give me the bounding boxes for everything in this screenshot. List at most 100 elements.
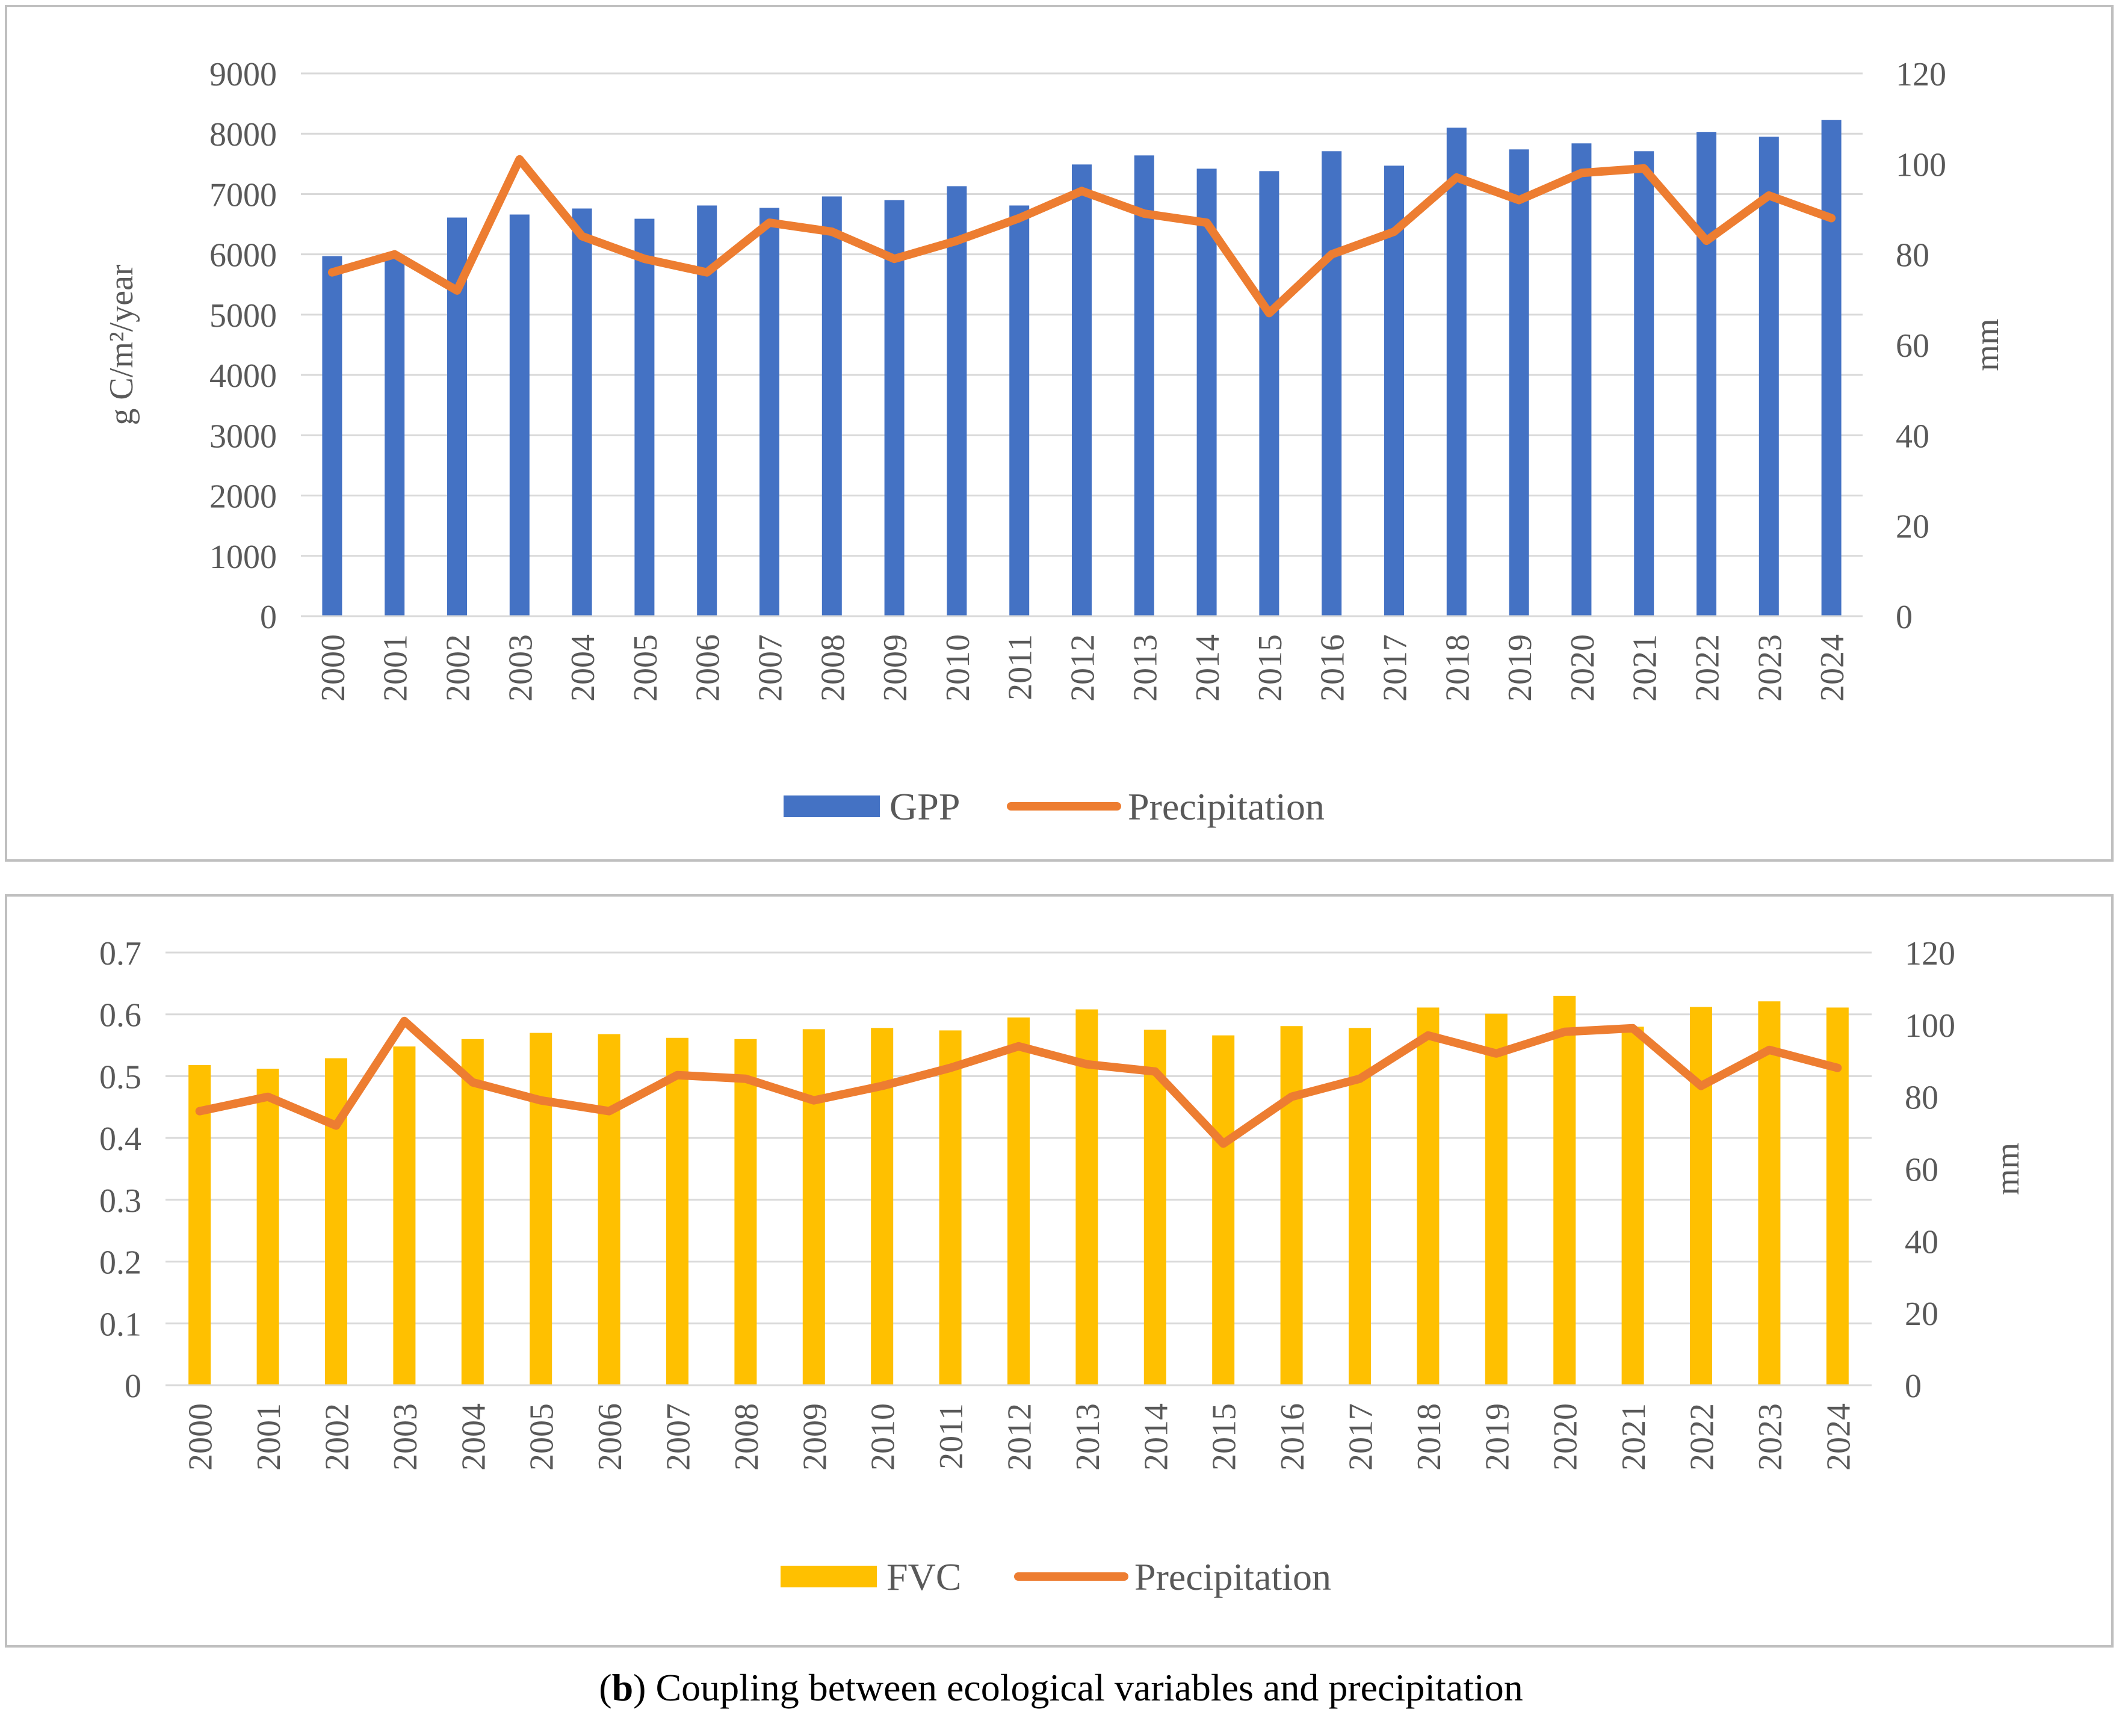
- y2-tick-label: 60: [1896, 327, 1929, 365]
- chart-2: 0 0.1 0.2 0.3 0.4 0.5 0.6 0.7 0 20 40 60 80 100 120 mm 2…: [5, 894, 2114, 1648]
- y-tick-label: 9000: [209, 56, 277, 93]
- y-axis-title: g C/m²/year: [103, 264, 140, 425]
- y-tick-label: 8000: [209, 116, 277, 153]
- bar-gpp-2014: [1196, 168, 1217, 617]
- x-tick-label: 2024: [1814, 634, 1851, 702]
- bar-gpp-2008: [821, 196, 842, 616]
- y-tick-label: 4000: [209, 357, 277, 395]
- bar-fvc-2013: [1075, 1009, 1098, 1385]
- y-tick-label: 7000: [209, 176, 277, 214]
- x-tick-label: 2018: [1411, 1403, 1448, 1471]
- bar-fvc-2018: [1417, 1007, 1440, 1385]
- bar-fvc-2003: [393, 1046, 416, 1385]
- x-tick-label: 2014: [1189, 634, 1226, 702]
- bar-fvc-2001: [256, 1069, 279, 1385]
- bar-fvc-2011: [939, 1030, 962, 1385]
- y-tick-label: 1000: [209, 539, 277, 576]
- bar-gpp-2003: [509, 214, 530, 616]
- x-tick-label: 2002: [440, 634, 477, 702]
- x-tick-label: 2011: [933, 1403, 970, 1469]
- x-tick-label: 2008: [814, 634, 852, 702]
- y-tick-label: 3000: [209, 418, 277, 455]
- x-tick-label: 2007: [660, 1403, 698, 1471]
- bar-fvc-2007: [666, 1037, 688, 1385]
- x-tick-label: 2013: [1069, 1403, 1107, 1471]
- legend-label-fvc: FVC: [886, 1555, 962, 1598]
- y-tick-label: 0.5: [99, 1058, 141, 1096]
- x-tick-label: 2002: [319, 1403, 356, 1471]
- caption-text: Coupling between ecological variables an…: [646, 1666, 1523, 1709]
- x-tick-label: 2000: [182, 1403, 220, 1471]
- y-tick-label: 0.3: [99, 1182, 141, 1220]
- bar-fvc-2014: [1143, 1030, 1166, 1385]
- y2-axis-title: mm: [1969, 318, 2006, 371]
- bar-gpp-2019: [1509, 149, 1529, 616]
- bar-fvc-2000: [188, 1064, 211, 1385]
- bar-gpp-2013: [1134, 155, 1154, 616]
- x-tick-label: 2010: [939, 634, 977, 702]
- x-tick-label: 2010: [865, 1403, 902, 1471]
- caption-label: b: [611, 1666, 634, 1709]
- x-tick-label: 2006: [592, 1403, 629, 1471]
- x-tick-label: 2011: [1002, 634, 1039, 700]
- x-tick-label: 2007: [752, 634, 790, 702]
- x-tick-label: 2008: [728, 1403, 766, 1471]
- bar-gpp-2007: [759, 208, 779, 616]
- x-tick-label: 2016: [1314, 634, 1352, 702]
- x-tick-label: 2015: [1252, 634, 1289, 702]
- y2-axis-title: mm: [1989, 1143, 2026, 1195]
- x-tick-label: 2016: [1274, 1403, 1311, 1471]
- x-tick-label: 2006: [690, 634, 727, 702]
- x-tick-label: 2017: [1377, 634, 1414, 702]
- y-tick-label: 0.7: [99, 935, 141, 972]
- bar-gpp-2020: [1571, 143, 1592, 616]
- bar-gpp-2011: [1009, 205, 1030, 616]
- bar-gpp-2021: [1634, 151, 1654, 616]
- x-tick-label: 2004: [455, 1403, 492, 1471]
- bar-gpp-2018: [1446, 128, 1467, 616]
- y2-tick-label: 80: [1905, 1080, 1938, 1117]
- bar-gpp-2024: [1821, 120, 1842, 616]
- bar-fvc-2004: [461, 1039, 484, 1385]
- y-tick-label: 0.2: [99, 1244, 141, 1282]
- y-tick-label: 0: [125, 1368, 141, 1405]
- precipitation-line: [327, 155, 1836, 318]
- y2-tick-label: 0: [1905, 1368, 1922, 1405]
- legend-swatch-fvc: [781, 1566, 877, 1587]
- x-tick-label: 2024: [1820, 1403, 1857, 1471]
- y2-tick-label: 40: [1896, 418, 1929, 455]
- y2-tick-label: 20: [1896, 508, 1929, 546]
- x-tick-label: 2018: [1439, 634, 1476, 702]
- bar-fvc-2012: [1007, 1017, 1030, 1385]
- y2-tick-label: 60: [1905, 1152, 1938, 1189]
- x-tick-label: 2005: [627, 634, 664, 702]
- y-tick-label: 6000: [209, 237, 277, 274]
- y2-tick-label: 0: [1896, 599, 1913, 636]
- bar-fvc-2015: [1212, 1035, 1235, 1385]
- bar-fvc-2016: [1280, 1026, 1303, 1385]
- x-tick-label: 2003: [387, 1403, 424, 1471]
- bar-gpp-2001: [385, 256, 405, 617]
- x-tick-label: 2009: [796, 1403, 834, 1471]
- bar-gpp-2015: [1259, 171, 1279, 616]
- y-tick-label: 0.1: [99, 1306, 141, 1343]
- x-tick-label: 2014: [1137, 1403, 1175, 1471]
- x-tick-label: 2019: [1502, 634, 1539, 702]
- x-tick-label: 2005: [524, 1403, 561, 1471]
- bar-gpp-2022: [1697, 132, 1716, 616]
- bar-fvc-2009: [802, 1029, 825, 1385]
- bar-fvc-2019: [1485, 1013, 1508, 1385]
- bar-gpp-2023: [1759, 137, 1779, 616]
- x-tick-label: 2012: [1001, 1403, 1039, 1471]
- bar-gpp-2004: [572, 208, 592, 616]
- legend-swatch-gpp: [784, 795, 880, 817]
- x-tick-label: 2020: [1564, 634, 1601, 702]
- legend-label-gpp: GPP: [889, 785, 960, 828]
- x-tick-label: 2021: [1627, 634, 1664, 702]
- bar-gpp-2012: [1072, 164, 1092, 616]
- x-tick-label: 2021: [1615, 1403, 1653, 1471]
- legend-label-precipitation: Precipitation: [1128, 785, 1325, 828]
- bar-gpp-2000: [322, 256, 342, 616]
- y-tick-label: 0: [260, 599, 277, 636]
- bar-fvc-2022: [1690, 1007, 1712, 1385]
